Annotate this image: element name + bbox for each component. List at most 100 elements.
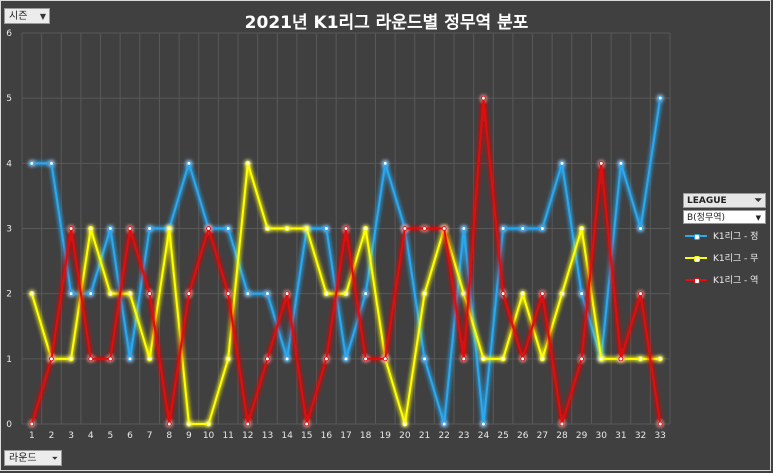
data-point [147, 356, 153, 362]
legend-label: K1리그 - 역 [713, 276, 759, 286]
data-point [323, 226, 329, 231]
data-point [638, 356, 644, 362]
data-point [186, 160, 192, 166]
filter-funnel-icon: ⏷ [51, 454, 58, 463]
x-tick-label: 5 [107, 431, 113, 441]
legend-panel: LEAGUE ⏷ B(정무역) ▼ K1리그 - 정 K1리그 - 무 K1리그 -… [683, 193, 766, 290]
data-point [422, 356, 428, 362]
legend-swatch [685, 256, 707, 262]
data-point [480, 356, 486, 362]
x-tick-label: 3 [68, 431, 74, 441]
x-tick-label: 20 [399, 431, 411, 441]
data-point [461, 291, 467, 297]
data-point [264, 291, 270, 297]
data-point [304, 421, 310, 427]
data-point [343, 226, 349, 231]
series-line [30, 97, 662, 425]
legend-swatch [685, 234, 707, 240]
data-point [225, 226, 231, 231]
x-tick-label: 21 [419, 431, 430, 441]
data-point [323, 291, 329, 297]
data-point [186, 291, 192, 297]
data-point [559, 291, 565, 297]
chart-title: 2021년 K1리그 라운드별 정무역 분포 [244, 13, 529, 33]
data-point [29, 291, 35, 297]
y-tick-label: 5 [6, 94, 12, 104]
x-tick-label: 2 [49, 431, 55, 441]
data-point [598, 160, 604, 166]
data-point [206, 421, 212, 427]
data-point [245, 291, 251, 297]
data-point [68, 291, 74, 297]
data-point [363, 356, 369, 362]
data-point [382, 356, 388, 362]
data-point [363, 226, 369, 231]
league-filter-button[interactable]: LEAGUE ⏷ [683, 193, 766, 208]
data-point [68, 226, 74, 231]
data-point [245, 160, 251, 166]
data-point [107, 291, 113, 297]
x-tick-label: 16 [321, 431, 333, 441]
data-point [107, 356, 113, 362]
x-tick-label: 26 [517, 431, 529, 441]
x-tick-label: 24 [478, 431, 490, 441]
season-filter-button[interactable]: 시즌 ▼ [4, 8, 50, 24]
x-tick-label: 18 [360, 431, 372, 441]
x-tick-label: 11 [222, 431, 233, 441]
x-tick-label: 17 [340, 431, 351, 441]
round-filter-button[interactable]: 라운드 ⏷ [4, 450, 62, 466]
data-point [402, 421, 408, 427]
x-tick-label: 22 [438, 431, 449, 441]
data-point [127, 291, 133, 297]
legend-item: K1리그 - 무 [683, 248, 766, 268]
data-point [579, 356, 585, 362]
data-point [579, 226, 585, 231]
legend-swatch [685, 278, 707, 284]
data-point [127, 226, 133, 231]
x-tick-label: 23 [458, 431, 469, 441]
data-point [461, 356, 467, 362]
data-point [539, 226, 545, 231]
x-tick-label: 9 [186, 431, 192, 441]
data-point [598, 356, 604, 362]
data-point [618, 160, 624, 166]
x-tick-label: 10 [203, 431, 215, 441]
data-point [225, 356, 231, 362]
data-point [206, 226, 212, 231]
x-tick-label: 19 [380, 431, 392, 441]
legend-marker [694, 256, 700, 262]
data-point [147, 226, 153, 231]
data-point [88, 291, 94, 297]
data-point [480, 95, 486, 101]
data-point [48, 160, 54, 166]
data-point [343, 291, 349, 297]
x-tick-label: 14 [281, 431, 293, 441]
series-2 [29, 95, 663, 427]
x-tick-label: 12 [242, 431, 253, 441]
data-point [520, 356, 526, 362]
type-select-dropdown[interactable]: B(정무역) ▼ [683, 210, 766, 224]
y-tick-label: 2 [6, 290, 12, 300]
filter-funnel-icon: ⏷ [754, 196, 762, 206]
data-point [422, 291, 428, 297]
data-point [500, 356, 506, 362]
data-point [127, 356, 133, 362]
data-point [68, 356, 74, 362]
data-point [284, 226, 290, 231]
data-point [323, 356, 329, 362]
y-tick-label: 4 [6, 159, 12, 169]
type-select-value: B(정무역) [687, 213, 726, 223]
data-point [88, 226, 94, 231]
data-point [638, 226, 644, 231]
data-point [343, 356, 349, 362]
x-tick-label: 32 [635, 431, 646, 441]
data-point [461, 226, 467, 231]
data-point [422, 226, 428, 231]
data-point [657, 356, 663, 362]
data-point [657, 421, 663, 427]
legend-label: K1리그 - 무 [713, 254, 759, 264]
data-point [147, 291, 153, 297]
x-tick-label: 25 [497, 431, 508, 441]
x-tick-label: 1 [29, 431, 35, 441]
